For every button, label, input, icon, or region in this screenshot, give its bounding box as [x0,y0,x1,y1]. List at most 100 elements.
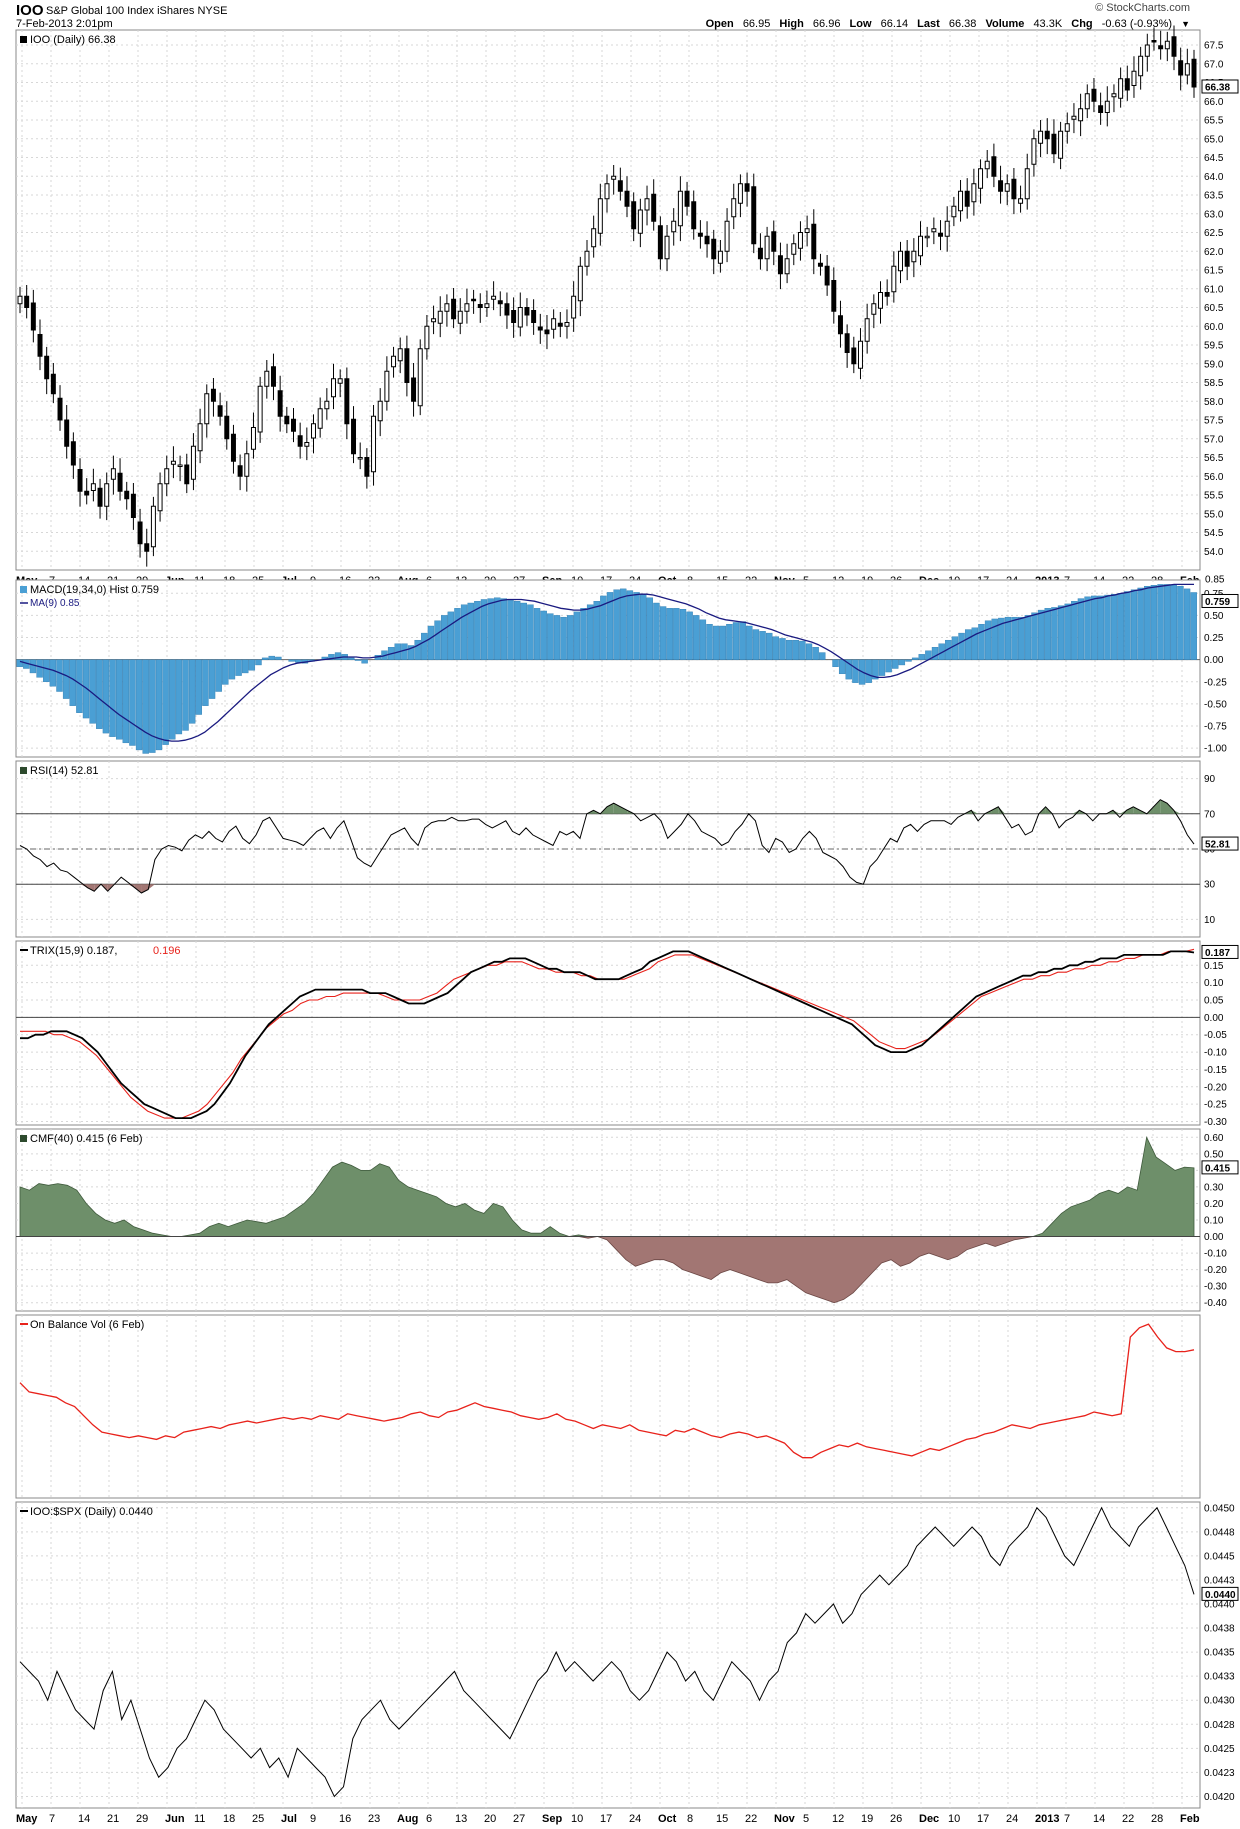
y-tick-label: 56.0 [1204,472,1224,483]
y-tick-label: 0.0433 [1204,1672,1235,1683]
macd-hist-bar [964,629,972,660]
candle [1011,168,1017,215]
candle-body [70,441,76,466]
candle-body [931,228,937,233]
candle-body [1178,60,1184,76]
last-value: 66.38 [948,18,977,30]
candle-body [1038,130,1044,144]
x-tick-label: Nov [774,1813,796,1825]
candle-body [1071,115,1077,120]
candle [777,242,783,290]
macd-hist-bar [533,608,541,660]
y-tick-label: 0.0440 [1204,1600,1235,1611]
y-tick-label: 0.0430 [1204,1696,1235,1707]
x-tick-label: 18 [223,1813,235,1825]
macd-hist-bar [334,652,342,660]
y-tick-label: 56.5 [1204,453,1224,464]
y-tick-label: 30 [1204,880,1216,891]
candle-body [1191,58,1197,88]
last-value-box [1201,836,1239,851]
x-tick-label: Aug [397,1813,418,1825]
macd-hist-bar [1137,587,1144,660]
x-tick-label: Jul [281,1813,297,1825]
y-tick-label: -0.40 [1204,1298,1227,1309]
candle-body [277,390,283,417]
candle-body [50,373,56,395]
macd-hist-bar [208,659,216,699]
macd-hist-bar [779,638,786,660]
candle [1178,47,1184,91]
x-tick-label: 23 [368,1813,380,1825]
macd-hist-bar [865,659,872,683]
candle [144,528,150,567]
candle [344,367,350,440]
trix-line [20,950,1195,1119]
candle [571,281,577,332]
candle-body [30,302,36,331]
candle-body [1044,130,1050,140]
panel-price: 54.0 54.5 55.0 55.5 56.0 56.5 57.0 57.5 58.0 58.5… [15,25,1239,571]
candle [1158,30,1164,60]
candle-body [337,378,343,384]
rsi-overbought-fill [1167,803,1174,814]
candle-body [691,201,697,230]
macd-hist-bar [348,657,355,660]
y-tick-label: 0.0445 [1204,1551,1235,1562]
candle-body [744,183,750,192]
candle [717,240,723,273]
macd-hist-bar [712,625,720,660]
x-tick-label: Sep [542,1813,562,1825]
x-axis: May 7 14 21 29 Jun 11 18 25 Jul 9 16 23 Aug 6 13 20 27 Sep… [16,1813,1200,1825]
candle [1111,84,1117,113]
candle [104,472,110,521]
candle-body [64,419,70,447]
x-tick-label: 14 [1093,1813,1105,1825]
macd-hist-bar [679,609,687,660]
candle-body [597,198,603,234]
candle [270,353,276,401]
cmf-icon [20,1135,27,1142]
candle-body [117,472,123,492]
candle-body [104,483,110,507]
candle [37,319,43,371]
candle-body [364,457,370,477]
candle-body [177,464,183,467]
candle-body [577,265,583,302]
rsi-overbought-fill [613,803,621,814]
candle [724,208,730,263]
candle [471,289,477,314]
x-tick-label: 15 [716,1813,728,1825]
candle [1078,93,1084,137]
y-tick-label: 64.5 [1204,153,1224,164]
copyright-link[interactable]: © StockCharts.com [1095,2,1190,14]
candle-body [237,465,243,477]
y-tick-label: -0.30 [1204,1282,1227,1293]
candle [77,458,83,507]
down-triangle-icon[interactable]: ▼ [1181,19,1190,29]
candle [150,496,156,557]
open-label: Open [705,18,734,30]
legend-label: MA(9) 0.85 [30,598,80,609]
candle-body [417,348,423,407]
last-value-label: 0.0440 [1205,1590,1236,1601]
macd-hist-bar [421,632,428,660]
candle-body [451,298,457,320]
candle [624,176,630,218]
candle-body [998,180,1004,192]
candle [1038,120,1044,158]
candle [1164,31,1170,62]
y-tick-label: 55.5 [1204,491,1224,502]
macd-hist-bar [878,659,886,676]
macd-signal-line [19,583,1194,742]
x-tick-label: 13 [455,1813,467,1825]
macd-hist-bar [135,659,143,751]
candle [411,363,417,417]
candle [918,221,924,266]
x-tick-label: 26 [890,1813,902,1825]
candle-body [284,415,290,425]
candle-body [604,183,610,200]
candle [351,406,357,464]
candle [17,286,23,314]
candle-body [918,235,924,257]
panel-title-text: IOO:$SPX (Daily) 0.0440 [30,1506,153,1518]
